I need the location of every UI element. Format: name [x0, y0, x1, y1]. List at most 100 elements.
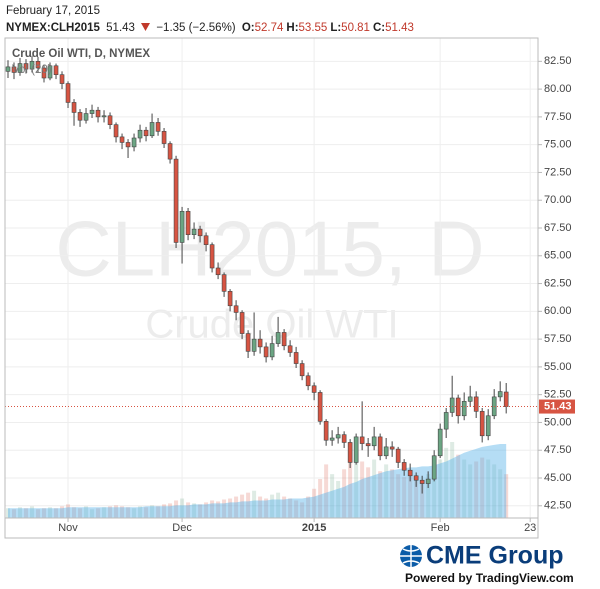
candle-body — [17, 63, 23, 73]
candle-body — [89, 109, 95, 114]
volume-bar — [480, 457, 485, 518]
y-tick-label: 52.50 — [544, 389, 572, 401]
y-tick-label: 60.00 — [544, 305, 572, 317]
candle-body — [41, 67, 47, 79]
field-label: O: — [241, 22, 255, 34]
volume-bar — [198, 504, 203, 518]
change: −1.35 (−2.56%) — [156, 22, 236, 34]
grid — [5, 38, 538, 518]
candle-body — [377, 436, 383, 457]
candle-body — [149, 122, 155, 137]
y-tick-label: 42.50 — [544, 500, 572, 512]
header: February 17, 2015 NYMEX:CLH2015 51.43 −1… — [6, 3, 420, 37]
candle-body — [299, 363, 305, 377]
candle-body — [467, 396, 473, 402]
volume-bar — [504, 474, 509, 518]
volume-bar — [300, 502, 305, 518]
volume-bar — [450, 442, 455, 518]
field-value: 52.74 — [254, 22, 284, 34]
y-tick-label: 72.50 — [544, 166, 572, 178]
candle-body — [431, 455, 437, 480]
volume-bar — [456, 454, 461, 518]
candle-body — [245, 333, 251, 352]
candle-body — [503, 391, 509, 407]
volume-bar — [54, 508, 59, 518]
brand: CME Group — [426, 542, 564, 570]
volume-bar — [246, 492, 251, 518]
volume-bar — [132, 508, 137, 518]
candle-body — [413, 475, 419, 481]
volume-bar — [234, 496, 239, 518]
volume-bar — [414, 479, 419, 518]
powered-by: Powered by TradingView.com — [405, 571, 574, 585]
candle-body — [371, 436, 377, 447]
volume-bar — [240, 494, 245, 518]
candle-body — [389, 446, 395, 450]
volume-bar — [186, 502, 191, 518]
candle-body — [167, 143, 173, 160]
ohlc: O:52.74 H:53.55 L:50.81 C:51.43 — [242, 22, 417, 34]
candle-body — [215, 267, 221, 275]
volume-bar — [264, 498, 269, 518]
candle-body — [119, 136, 125, 143]
y-tick-label: 45.00 — [544, 472, 572, 484]
volume-bar — [42, 508, 47, 518]
volume-bar — [180, 498, 185, 518]
volume-bar — [294, 500, 299, 518]
volume-bar — [72, 507, 77, 518]
y-tick-label: 82.50 — [544, 55, 572, 67]
y-tick-label: 55.00 — [544, 361, 572, 373]
candle-body — [305, 375, 311, 387]
candle-body — [263, 346, 269, 358]
volume-bar — [258, 496, 263, 518]
last-price-tag — [539, 399, 575, 414]
candle-body — [77, 112, 83, 121]
last-price-label: 51.43 — [544, 400, 572, 412]
candle-body — [101, 115, 107, 118]
last: 51.43 — [106, 22, 135, 34]
candle-body — [425, 478, 431, 484]
candle-body — [257, 338, 263, 348]
candle-body — [251, 338, 257, 352]
volume-bar — [144, 507, 149, 518]
y-tick-label: 70.00 — [544, 194, 572, 206]
logo: CME Group Powered by TradingView.com — [400, 542, 574, 585]
volume-bar — [360, 461, 365, 518]
volume-bar — [486, 459, 491, 518]
volume-bar — [126, 507, 131, 518]
volume-bar — [252, 490, 257, 518]
candle-body — [137, 129, 143, 139]
y-tick-label: 50.00 — [544, 416, 572, 428]
candle-body — [125, 142, 131, 148]
volume-bar — [66, 504, 71, 518]
candle-body — [443, 412, 449, 430]
volume-bar — [426, 474, 431, 518]
candle-body — [227, 291, 233, 307]
volume-bar — [498, 469, 503, 518]
x-tick-label: 23 — [524, 522, 536, 534]
volume-bar — [444, 447, 449, 518]
candle-body — [359, 436, 365, 444]
volume-bar — [336, 480, 341, 518]
volume-bar — [318, 479, 323, 518]
candle-body — [221, 274, 227, 292]
volume-bar — [372, 459, 377, 518]
candle-body — [155, 122, 161, 132]
candle-body — [407, 469, 413, 477]
volume-bar — [330, 474, 335, 518]
volume-bar — [192, 503, 197, 518]
y-tick-label: 65.00 — [544, 250, 572, 262]
chart-title: Crude Oil WTI, D, NYMEX — [12, 48, 150, 60]
candle-body — [341, 434, 347, 443]
candle-body — [95, 109, 101, 118]
volume-bar — [312, 488, 317, 518]
candle-body — [347, 442, 353, 463]
volume-bar — [438, 459, 443, 518]
candle-body — [11, 66, 17, 73]
volume-bar — [6, 508, 11, 518]
x-tick-label: Feb — [431, 522, 450, 534]
date: February 17, 2015 — [6, 5, 100, 17]
volume — [6, 442, 509, 518]
candle-body — [35, 61, 41, 69]
